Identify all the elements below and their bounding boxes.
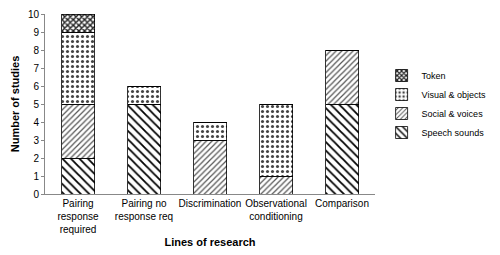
svg-text:Discrimination: Discrimination xyxy=(179,198,242,209)
svg-text:7: 7 xyxy=(33,63,39,74)
svg-text:Observationalconditioning: Observationalconditioning xyxy=(245,198,307,222)
svg-text:Comparison: Comparison xyxy=(315,198,369,209)
svg-text:10: 10 xyxy=(28,9,40,20)
svg-text:2: 2 xyxy=(33,153,39,164)
svg-text:0: 0 xyxy=(33,189,39,200)
svg-text:Visual & objects: Visual & objects xyxy=(422,90,486,100)
svg-text:Pairing noresponse req: Pairing noresponse req xyxy=(115,198,173,222)
svg-text:5: 5 xyxy=(33,99,39,110)
svg-text:Number of studies: Number of studies xyxy=(9,56,21,153)
svg-text:Token: Token xyxy=(422,71,446,81)
svg-text:9: 9 xyxy=(33,27,39,38)
svg-text:Speech sounds: Speech sounds xyxy=(422,128,485,138)
svg-text:Pairingresponserequired: Pairingresponserequired xyxy=(57,198,99,235)
svg-text:Social & voices: Social & voices xyxy=(422,109,484,119)
svg-text:8: 8 xyxy=(33,45,39,56)
svg-text:3: 3 xyxy=(33,135,39,146)
svg-text:6: 6 xyxy=(33,81,39,92)
svg-text:1: 1 xyxy=(33,171,39,182)
svg-text:4: 4 xyxy=(33,117,39,128)
svg-text:Lines of research: Lines of research xyxy=(164,236,255,248)
